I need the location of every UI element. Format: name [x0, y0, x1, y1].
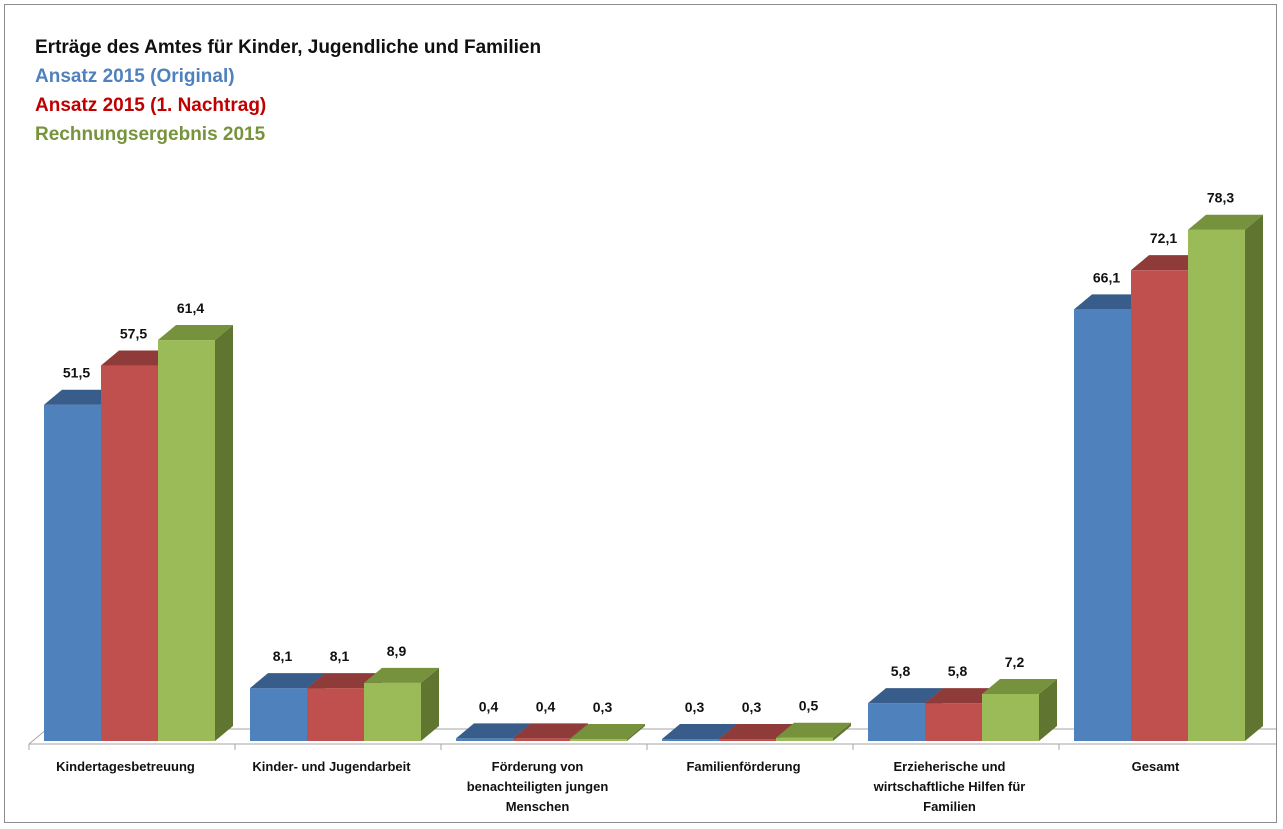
bar: [513, 738, 570, 741]
data-label: 61,4: [177, 300, 204, 316]
data-label: 0,3: [593, 699, 613, 715]
x-tick-label: Familien: [923, 799, 976, 814]
bar: [101, 365, 158, 741]
bar-top: [662, 724, 737, 740]
data-label: 7,2: [1005, 654, 1025, 670]
bar-top: [158, 325, 233, 341]
x-tick-label: Förderung von: [492, 759, 584, 774]
data-label: 66,1: [1093, 269, 1120, 285]
bar-side: [215, 325, 233, 741]
bar-top: [570, 724, 645, 740]
bar: [158, 340, 215, 741]
bar-top: [776, 722, 851, 738]
x-tick-label: Kinder- und Jugendarbeit: [252, 759, 411, 774]
chart-legend: Erträge des Amtes für Kinder, Jugendlich…: [35, 33, 541, 149]
bar: [662, 739, 719, 741]
data-label: 0,4: [479, 698, 499, 714]
bar-side: [1245, 214, 1263, 742]
x-tick-label: Kindertagesbetreuung: [56, 759, 195, 774]
bar-top: [1131, 255, 1206, 271]
bar: [1131, 270, 1188, 741]
bar-side: [833, 722, 851, 741]
bar: [456, 738, 513, 741]
bar-top: [456, 723, 531, 739]
data-label: 8,9: [387, 643, 407, 659]
bar-side: [1039, 678, 1057, 741]
data-label: 51,5: [63, 365, 90, 381]
bar: [1188, 229, 1245, 742]
data-label: 78,3: [1207, 190, 1234, 206]
legend-entry-ansatz-nachtrag: Ansatz 2015 (1. Nachtrag): [35, 95, 267, 116]
data-label: 0,3: [742, 699, 762, 715]
bar-side: [421, 667, 439, 741]
x-tick-label: Gesamt: [1132, 759, 1180, 774]
x-tick-label: Menschen: [506, 799, 570, 814]
bar: [1074, 309, 1131, 741]
x-tick-label: Familienförderung: [686, 759, 800, 774]
legend-entry-rechnungsergebnis: Rechnungsergebnis 2015: [35, 124, 266, 145]
bar: [719, 739, 776, 741]
data-label: 8,1: [330, 648, 350, 664]
chart-title: Erträge des Amtes für Kinder, Jugendlich…: [35, 37, 542, 58]
legend-entry-ansatz-original: Ansatz 2015 (Original): [35, 66, 235, 87]
data-label: 5,8: [948, 663, 968, 679]
data-label: 8,1: [273, 648, 293, 664]
data-label: 0,4: [536, 698, 556, 714]
bar-side: [627, 724, 645, 741]
bar: [250, 688, 307, 741]
bar: [982, 693, 1039, 741]
data-label: 5,8: [891, 663, 911, 679]
chart-area: 51,5 57,5 61,4 Kindertagesbetreuung 8,1 8,1 8,…: [4, 4, 1277, 823]
bar: [44, 404, 101, 741]
chart-floor: [28, 728, 1276, 745]
x-tick-label: benachteiligten jungen: [467, 779, 609, 794]
bar: [776, 737, 833, 741]
bar: [364, 682, 421, 741]
data-label: 57,5: [120, 326, 147, 342]
bar: [570, 739, 627, 741]
chart-plot: 51,5 57,5 61,4 Kindertagesbetreuung 8,1 8,1 8,…: [28, 190, 1276, 814]
bar-top: [364, 667, 439, 683]
bar: [307, 688, 364, 741]
data-label: 0,3: [685, 699, 705, 715]
bar-top: [307, 673, 382, 689]
bar: [868, 703, 925, 741]
bar-top: [868, 688, 943, 704]
data-label: 0,5: [799, 698, 819, 714]
bar-top: [250, 673, 325, 689]
bar-top: [44, 389, 119, 405]
bar-top: [1074, 294, 1149, 310]
data-label: 72,1: [1150, 230, 1177, 246]
bar-top: [513, 723, 588, 739]
bar-top: [101, 350, 176, 366]
x-tick-label: wirtschaftliche Hilfen für: [873, 779, 1026, 794]
bar-top: [1188, 214, 1263, 230]
bar-top: [982, 678, 1057, 694]
x-tick-label: Erzieherische und: [894, 759, 1006, 774]
bar-top: [719, 724, 794, 740]
bar-top: [925, 688, 1000, 704]
bar: [925, 703, 982, 741]
